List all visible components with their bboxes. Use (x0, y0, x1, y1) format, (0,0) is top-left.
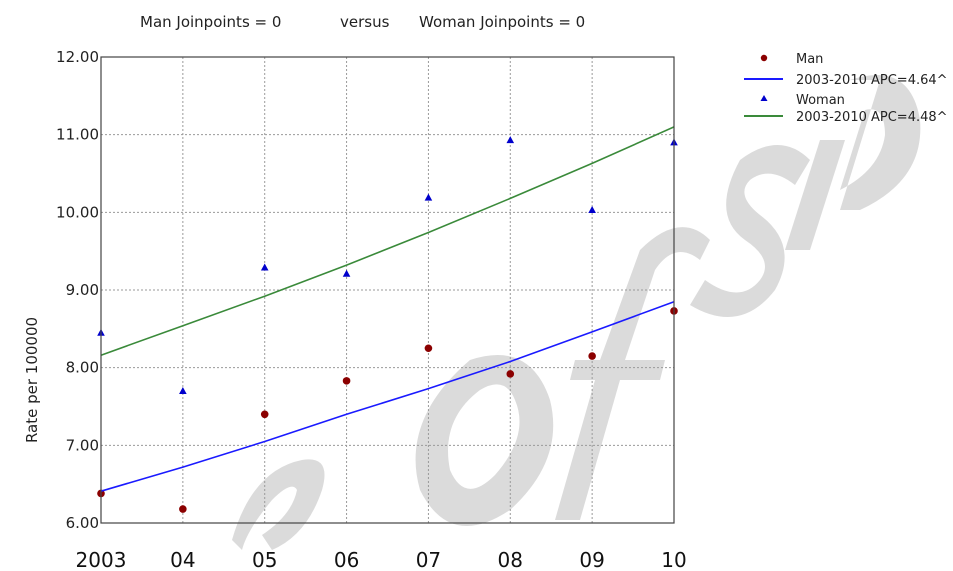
watermark-shape-left (232, 459, 325, 550)
x-tick-label: 07 (416, 548, 441, 571)
series-man (97, 307, 678, 513)
legend: Man 2003-2010 APC=4.64^ Woman 2003-2010 … (744, 52, 948, 125)
x-tick-label: 08 (498, 548, 523, 571)
data-point-triangle (179, 386, 187, 394)
y-tick-label: 11.00 (56, 126, 99, 144)
y-tick-label: 10.00 (56, 203, 99, 221)
data-series (97, 126, 678, 513)
data-point-circle (424, 344, 433, 353)
x-tick-label: 2003 (76, 548, 127, 571)
chart-title-right: Woman Joinpoints = 0 (419, 13, 585, 31)
watermark-shape-o (415, 355, 554, 526)
legend-label-woman: Woman (796, 93, 845, 108)
watermark-shape-f (555, 227, 710, 520)
legend-swatch-woman (760, 95, 768, 101)
chart-title-versus: versus (340, 13, 390, 31)
x-tick-label: 09 (579, 548, 604, 571)
watermark-shape-s (690, 145, 810, 317)
chart-title-left: Man Joinpoints = 0 (140, 13, 281, 31)
legend-label-man: Man (796, 52, 823, 67)
y-tick-label: 8.00 (66, 359, 99, 377)
x-tick-label: 05 (252, 548, 277, 571)
series-2003-2010-apc-4-64- (100, 300, 675, 492)
x-tick-label: 04 (170, 548, 195, 571)
data-point-circle (588, 352, 596, 360)
y-tick-labels: 6.00 7.00 8.00 9.00 10.00 11.00 12.00 (56, 48, 99, 532)
plot-frame (100, 56, 675, 524)
x-tick-labels: 2003 04 05 06 07 08 09 10 (76, 548, 687, 571)
y-tick-label: 9.00 (66, 281, 99, 299)
data-point-circle (260, 410, 269, 419)
trend-line (100, 126, 675, 356)
watermark (232, 75, 921, 550)
series-2003-2010-apc-4-48- (100, 126, 675, 356)
y-tick-label: 6.00 (66, 514, 99, 532)
legend-label-man-trend: 2003-2010 APC=4.64^ (796, 73, 948, 88)
data-point-triangle (342, 269, 351, 277)
legend-swatch-man (760, 54, 768, 62)
data-point-circle (179, 505, 187, 513)
x-tick-label: 06 (334, 548, 359, 571)
data-point-triangle (588, 206, 596, 214)
data-point-triangle (506, 136, 515, 144)
data-point-triangle (260, 263, 269, 271)
watermark-shape-d (840, 75, 921, 210)
y-tick-label: 7.00 (66, 436, 99, 454)
x-tick-label: 10 (661, 548, 686, 571)
y-tick-label: 12.00 (56, 48, 99, 66)
y-axis-label: Rate per 100000 (23, 317, 41, 443)
data-point-circle (342, 377, 351, 385)
trend-line (100, 300, 675, 492)
data-point-circle (506, 370, 515, 378)
grid-lines (101, 57, 674, 523)
data-point-triangle (424, 193, 433, 201)
legend-label-woman-trend: 2003-2010 APC=4.48^ (796, 110, 948, 125)
watermark-shape-i (785, 140, 845, 250)
series-woman (97, 136, 678, 394)
